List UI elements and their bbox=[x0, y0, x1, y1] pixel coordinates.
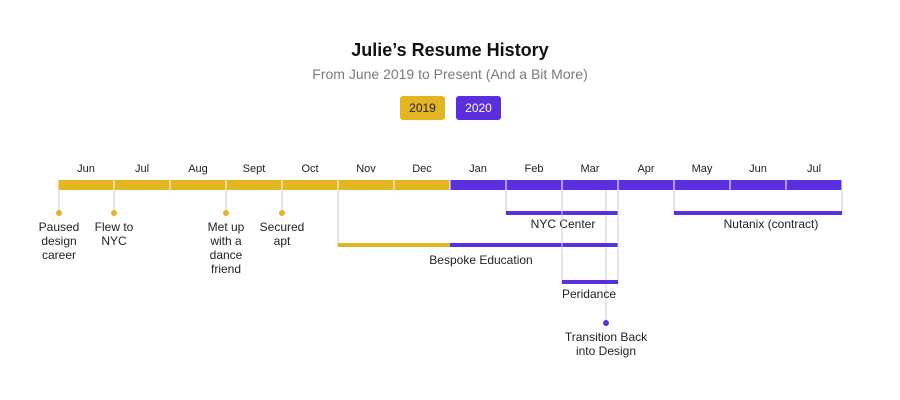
month-segment-mar-2020 bbox=[562, 180, 618, 190]
event-label-line: apt bbox=[274, 234, 291, 248]
period-label-nutanix-contract: Nutanix (contract) bbox=[724, 217, 819, 231]
page-title: Julie’s Resume History bbox=[351, 40, 549, 60]
event-label-line: NYC bbox=[101, 234, 127, 248]
period-bar-bespoke-education-2020 bbox=[450, 243, 618, 247]
period-label-bespoke-education: Bespoke Education bbox=[429, 253, 532, 267]
event-dot bbox=[111, 210, 117, 216]
month-segment-dec-2019 bbox=[394, 180, 450, 190]
event-label-line: Paused bbox=[39, 220, 80, 234]
month-label-oct-2019: Oct bbox=[301, 163, 318, 175]
month-segment-oct-2019 bbox=[282, 180, 338, 190]
month-segment-jul-2019 bbox=[114, 180, 170, 190]
month-segment-sept-2019 bbox=[226, 180, 282, 190]
month-segment-aug-2019 bbox=[170, 180, 226, 190]
month-label-jan-2020: Jan bbox=[469, 163, 487, 175]
month-segment-may-2020 bbox=[674, 180, 730, 190]
event-label-line: Secured bbox=[260, 220, 305, 234]
period-label-peridance: Peridance bbox=[562, 287, 616, 301]
legend-label-2019: 2019 bbox=[409, 101, 436, 115]
month-label-dec-2019: Dec bbox=[412, 163, 432, 175]
month-segment-jul-2020 bbox=[786, 180, 842, 190]
event-label-line: Met up bbox=[208, 220, 245, 234]
month-label-jun-2020: Jun bbox=[749, 163, 767, 175]
event-dot bbox=[223, 210, 229, 216]
month-label-jul-2020: Jul bbox=[807, 163, 821, 175]
month-label-sept-2019: Sept bbox=[243, 163, 266, 175]
month-label-jun-2019: Jun bbox=[77, 163, 95, 175]
event-label-line: into Design bbox=[576, 344, 636, 358]
legend-label-2020: 2020 bbox=[465, 101, 492, 115]
month-label-mar-2020: Mar bbox=[581, 163, 600, 175]
event-label-line: career bbox=[42, 248, 76, 262]
event-label-line: dance bbox=[210, 248, 243, 262]
month-segment-jan-2020 bbox=[450, 180, 506, 190]
page-subtitle: From June 2019 to Present (And a Bit Mor… bbox=[312, 66, 588, 82]
period-label-nyc-center: NYC Center bbox=[531, 217, 596, 231]
period-bar-peridance bbox=[562, 280, 618, 284]
event-label-line: design bbox=[41, 234, 76, 248]
legend-chip-2019: 2019 bbox=[400, 96, 445, 120]
event-dot bbox=[279, 210, 285, 216]
month-segment-feb-2020 bbox=[506, 180, 562, 190]
event-label-line: friend bbox=[211, 262, 241, 276]
month-segment-apr-2020 bbox=[618, 180, 674, 190]
event-label-line: Transition Back bbox=[565, 330, 648, 344]
event-label-line: Flew to bbox=[95, 220, 134, 234]
month-label-jul-2019: Jul bbox=[135, 163, 149, 175]
event-dot bbox=[56, 210, 62, 216]
month-segment-jun-2020 bbox=[730, 180, 786, 190]
month-segment-nov-2019 bbox=[338, 180, 394, 190]
month-label-feb-2020: Feb bbox=[525, 163, 544, 175]
month-label-may-2020: May bbox=[692, 163, 713, 175]
month-label-nov-2019: Nov bbox=[356, 163, 376, 175]
month-label-aug-2019: Aug bbox=[188, 163, 208, 175]
legend-chip-2020: 2020 bbox=[456, 96, 501, 120]
period-bar-bespoke-education-2019 bbox=[338, 243, 450, 247]
event-label-line: with a bbox=[209, 234, 242, 248]
period-bar-nutanix-contract bbox=[674, 211, 842, 215]
event-dot bbox=[603, 320, 609, 326]
month-segment-jun-2019 bbox=[58, 180, 114, 190]
month-label-apr-2020: Apr bbox=[637, 163, 654, 175]
